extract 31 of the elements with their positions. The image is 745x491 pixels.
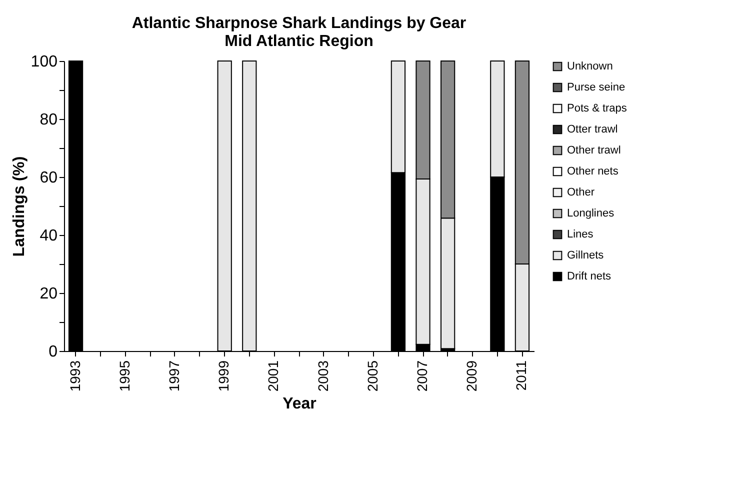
x-tick-label: 2007 bbox=[414, 360, 430, 392]
x-tick-label: 2005 bbox=[364, 360, 380, 392]
x-tick-label: 1995 bbox=[116, 360, 132, 392]
y-tick-label: 60 bbox=[40, 170, 58, 186]
legend-label: Lines bbox=[567, 228, 594, 240]
legend-label: Purse seine bbox=[567, 82, 626, 94]
legend-label: Unknown bbox=[567, 60, 613, 72]
legend-label: Other bbox=[567, 186, 595, 198]
x-tick-label: 2009 bbox=[464, 360, 480, 392]
legend-label: Other nets bbox=[567, 166, 619, 178]
y-axis-title: Landings (%) bbox=[10, 156, 28, 257]
x-tick-label: 2011 bbox=[513, 360, 530, 391]
legend-label: Gillnets bbox=[567, 250, 604, 262]
y-tick-label: 20 bbox=[40, 286, 58, 302]
legend-label: Pots & traps bbox=[567, 102, 628, 114]
x-tick-label: 2003 bbox=[314, 360, 331, 392]
chart-subtitle: Mid Atlantic Region bbox=[224, 33, 374, 50]
legend-label: Drift nets bbox=[567, 270, 612, 282]
x-tick-label: 1997 bbox=[166, 360, 182, 392]
legend-label: Other trawl bbox=[567, 144, 621, 156]
chart-title: Atlantic Sharpnose Shark Landings by Gear bbox=[132, 15, 466, 32]
y-tick-label: 100 bbox=[30, 54, 58, 70]
x-tick-label: 2001 bbox=[265, 360, 282, 392]
y-tick-label: 80 bbox=[40, 112, 58, 128]
y-tick-label: 40 bbox=[40, 228, 58, 244]
legend-label: Otter trawl bbox=[567, 124, 618, 136]
x-axis-title: Year bbox=[282, 396, 316, 413]
x-tick-label: 1993 bbox=[66, 360, 83, 392]
y-tick-label: 0 bbox=[48, 344, 58, 360]
x-tick-label: 1999 bbox=[216, 360, 232, 392]
legend-label: Longlines bbox=[567, 208, 615, 220]
